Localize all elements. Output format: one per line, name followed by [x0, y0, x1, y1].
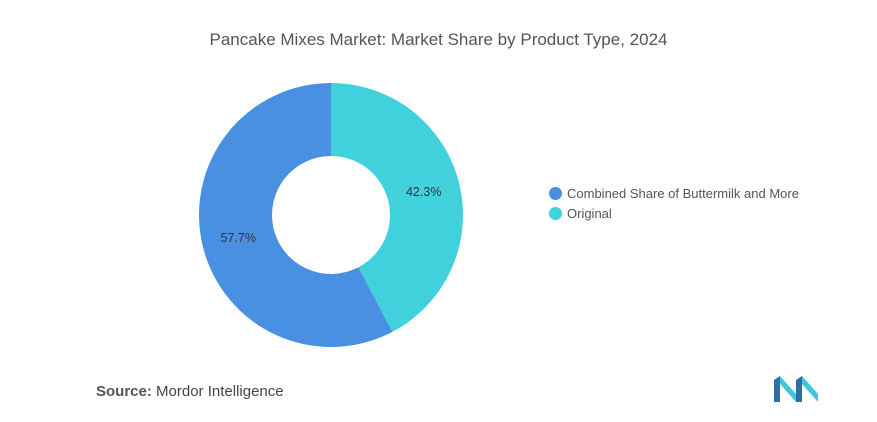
legend-swatch-combined: [549, 186, 562, 200]
legend: Combined Share of Buttermilk and More Or…: [549, 183, 799, 223]
slice-label-original: 42.3%: [406, 185, 441, 199]
slices-group: [199, 83, 464, 347]
slice-label-combined-share-of-buttermilk-and-more: 57.7%: [221, 231, 256, 245]
source-value: Mordor Intelligence: [156, 383, 284, 400]
source-note: Source: Mordor Intelligence: [96, 383, 284, 400]
mordor-intelligence-logo-icon: [774, 376, 818, 402]
logo-right-diagonal: [802, 376, 818, 402]
legend-item-original: Original: [549, 203, 799, 223]
logo-mid-stroke: [796, 376, 802, 402]
slice-combined-share-of-buttermilk-and-more: [199, 83, 393, 347]
chart-title: Pancake Mixes Market: Market Share by Pr…: [209, 30, 668, 49]
logo-left-diagonal: [780, 376, 796, 402]
logo-left-stroke: [774, 376, 780, 402]
legend-swatch-original: [549, 206, 562, 220]
legend-label-combined: Combined Share of Buttermilk and More: [567, 185, 799, 201]
slice-original: [331, 83, 464, 332]
legend-label-original: Original: [567, 205, 612, 221]
labels-group: 42.3% 57.7%: [221, 185, 442, 245]
legend-item-combined: Combined Share of Buttermilk and More: [549, 183, 799, 203]
source-label: Source:: [96, 383, 152, 400]
